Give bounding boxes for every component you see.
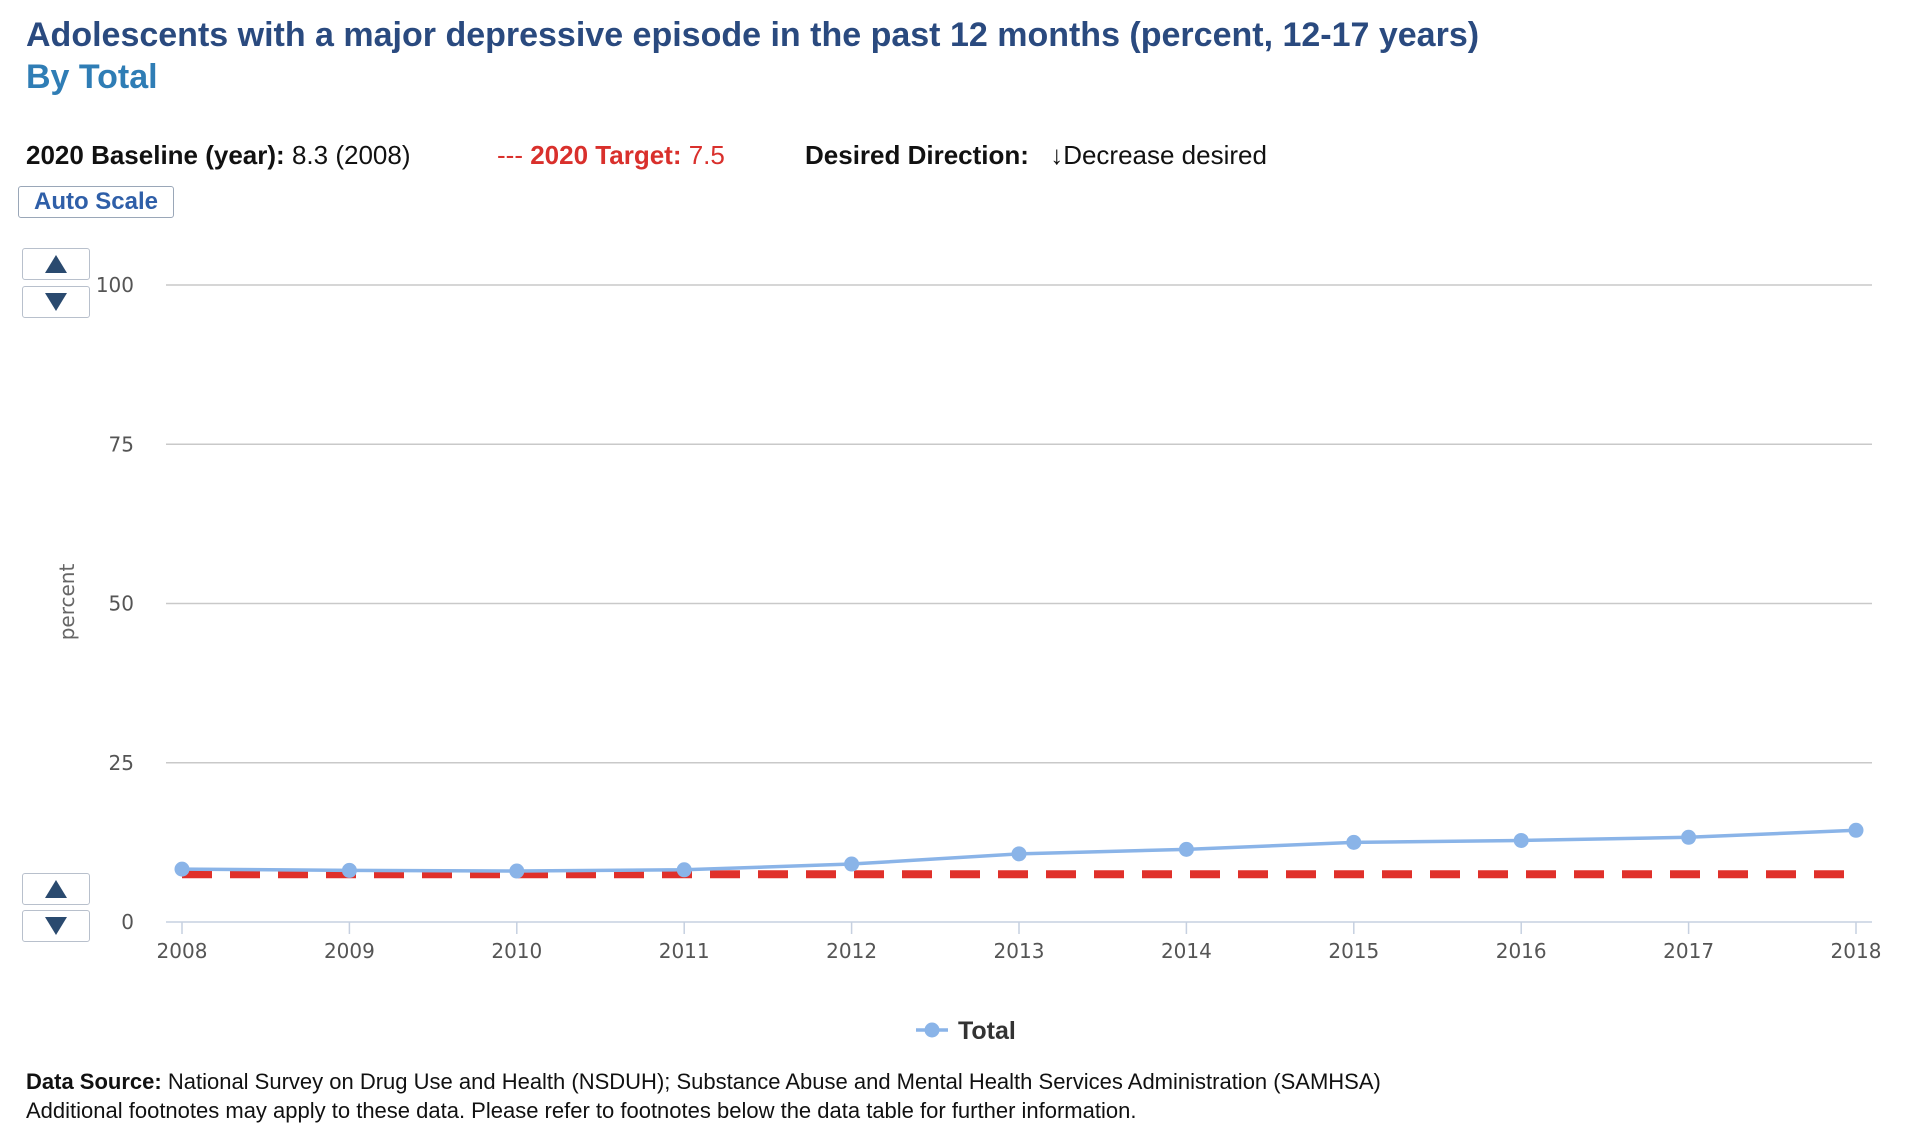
data-point[interactable]: [509, 863, 525, 879]
chart-subtitle: By Total: [26, 58, 158, 96]
data-point[interactable]: [1513, 832, 1529, 848]
data-point[interactable]: [341, 862, 357, 878]
x-tick-label: 2012: [826, 939, 877, 963]
y-min-decrease-button[interactable]: [22, 910, 90, 942]
x-tick-label: 2013: [994, 939, 1045, 963]
direction-label: Desired Direction:: [805, 140, 1029, 170]
y-tick-label: 25: [109, 751, 134, 775]
legend[interactable]: Total: [916, 1017, 1016, 1045]
data-point[interactable]: [1346, 834, 1362, 850]
down-arrow-icon: ↓: [1050, 140, 1064, 170]
y-axis: 0 25 50 75 100: [96, 273, 134, 934]
y-tick-label: 75: [109, 432, 134, 456]
arrow-up-icon: [45, 255, 67, 273]
direction-value: Decrease desired: [1063, 140, 1267, 170]
data-point[interactable]: [1681, 829, 1697, 845]
line-chart: 2008 2009 2010 2011 2012 2013 2014 2015 2016 2017…: [55, 273, 1882, 1045]
legend-marker: [924, 1022, 940, 1038]
y-max-increase-button[interactable]: [22, 248, 90, 280]
x-tick-label: 2018: [1831, 939, 1882, 963]
y-tick-label: 0: [121, 910, 134, 934]
x-tick-label: 2010: [491, 939, 542, 963]
y-min-increase-button[interactable]: [22, 873, 90, 905]
data-point[interactable]: [1178, 841, 1194, 857]
target-info: --- 2020 Target: 7.5: [497, 140, 725, 171]
baseline-label: 2020 Baseline (year):: [26, 140, 285, 170]
source-text: National Survey on Drug Use and Health (…: [167, 1069, 1381, 1094]
x-tick-label: 2009: [324, 939, 375, 963]
direction-info: Desired Direction: ↓Decrease desired: [805, 140, 1267, 171]
auto-scale-button[interactable]: Auto Scale: [18, 186, 174, 218]
chart-title: Adolescents with a major depressive epis…: [26, 16, 1480, 54]
arrow-down-icon: [45, 917, 67, 935]
target-value: 7.5: [688, 140, 725, 170]
data-point[interactable]: [1011, 846, 1027, 862]
target-label: 2020 Target:: [530, 140, 682, 170]
footnote-text: Additional footnotes may apply to these …: [26, 1098, 1137, 1123]
x-tick-label: 2015: [1328, 939, 1379, 963]
x-tick-label: 2016: [1496, 939, 1547, 963]
x-tick-label: 2011: [659, 939, 710, 963]
legend-label-total[interactable]: Total: [958, 1017, 1016, 1045]
x-tick-label: 2008: [157, 939, 208, 963]
data-point[interactable]: [676, 862, 692, 878]
series-layer: [174, 822, 1864, 879]
baseline-value: 8.3 (2008): [291, 140, 411, 170]
y-axis-label: percent: [55, 564, 79, 641]
y-tick-label: 100: [96, 273, 134, 297]
target-dash: ---: [497, 140, 523, 170]
baseline-info: 2020 Baseline (year): 8.3 (2008): [26, 140, 410, 171]
gridlines: [166, 284, 1872, 764]
x-axis: 2008 2009 2010 2011 2012 2013 2014 2015 2016 2017…: [157, 921, 1882, 963]
source-label: Data Source:: [26, 1069, 162, 1094]
y-max-decrease-button[interactable]: [22, 286, 90, 318]
x-tick-label: 2017: [1663, 939, 1714, 963]
data-point[interactable]: [844, 856, 860, 872]
y-tick-label: 50: [109, 592, 134, 616]
arrow-down-icon: [45, 293, 67, 311]
data-point[interactable]: [174, 861, 190, 877]
arrow-up-icon: [45, 880, 67, 898]
data-source: Data Source: National Survey on Drug Use…: [26, 1067, 1381, 1125]
x-tick-label: 2014: [1161, 939, 1212, 963]
data-point[interactable]: [1848, 822, 1864, 838]
